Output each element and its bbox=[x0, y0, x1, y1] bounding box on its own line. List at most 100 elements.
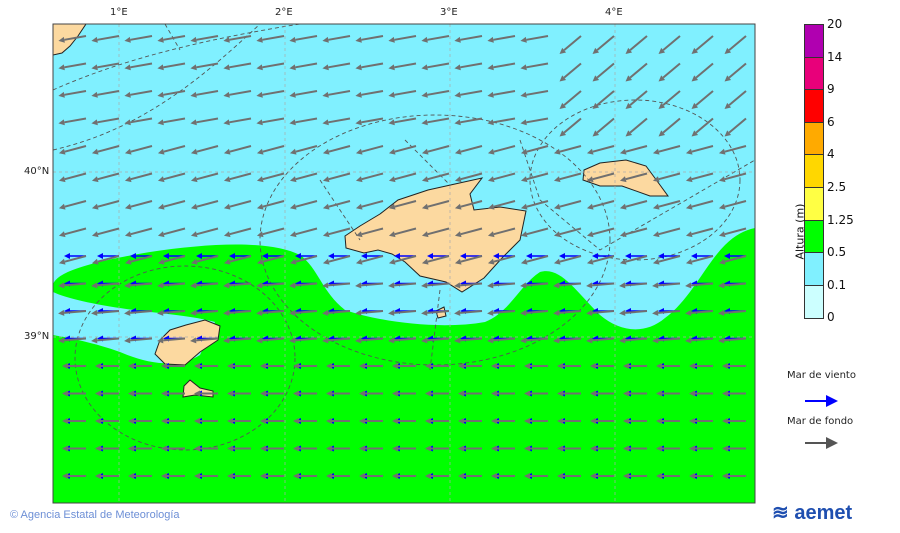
swell-arrow bbox=[691, 117, 714, 137]
swell-arrow bbox=[520, 90, 549, 98]
swell-arrow bbox=[260, 445, 284, 452]
lon-label: 3°E bbox=[440, 7, 458, 18]
swell-arrow bbox=[553, 255, 582, 265]
swell-arrow bbox=[557, 363, 581, 369]
swell-arrow bbox=[293, 390, 317, 397]
swell-arrow bbox=[553, 227, 582, 238]
map-frame bbox=[52, 23, 756, 504]
swell-arrow bbox=[190, 255, 219, 265]
swell-arrow bbox=[256, 90, 285, 98]
swell-arrow bbox=[289, 117, 318, 126]
swell-arrow bbox=[392, 418, 416, 424]
swell-arrow bbox=[586, 337, 615, 344]
swell-arrow bbox=[190, 337, 219, 344]
swell-arrow bbox=[487, 309, 516, 316]
swell-arrow bbox=[685, 172, 714, 183]
swell-arrow bbox=[557, 390, 581, 397]
swell-arrow bbox=[454, 255, 483, 265]
swell-arrow bbox=[388, 145, 417, 155]
swell-arrow bbox=[260, 363, 284, 369]
menorca-island bbox=[582, 159, 669, 197]
swell-arrow bbox=[289, 200, 318, 210]
swell-arrow bbox=[689, 363, 713, 369]
swell-arrow bbox=[685, 227, 714, 238]
swell-arrow bbox=[91, 145, 120, 155]
swell-arrow bbox=[724, 117, 747, 137]
swell-arrow bbox=[454, 309, 483, 316]
swell-arrow bbox=[326, 445, 350, 452]
swell-arrow bbox=[722, 418, 746, 424]
swell-arrow bbox=[656, 418, 680, 424]
swell-arrow bbox=[91, 117, 120, 126]
swell-arrow bbox=[128, 363, 152, 369]
swell-arrow bbox=[355, 227, 384, 238]
swell-arrow bbox=[62, 390, 86, 397]
swell-arrow bbox=[487, 255, 516, 265]
swell-arrow bbox=[161, 363, 185, 369]
swell-arrow bbox=[454, 282, 483, 289]
mallorca-island bbox=[344, 177, 527, 293]
color-scale-step bbox=[805, 285, 823, 319]
swell-arrow bbox=[592, 90, 615, 109]
swell-arrow bbox=[586, 145, 615, 155]
swell-arrow bbox=[520, 200, 549, 210]
swell-arrow bbox=[190, 35, 219, 43]
swell-arrow bbox=[656, 473, 680, 479]
swell-arrow bbox=[58, 337, 87, 344]
swell-arrow bbox=[421, 255, 450, 265]
swell-arrow bbox=[718, 227, 747, 238]
swell-arrow bbox=[425, 418, 449, 424]
swell-arrow bbox=[524, 445, 548, 452]
swell-arrow bbox=[58, 145, 87, 155]
graticule bbox=[53, 24, 755, 503]
swell-arrow bbox=[524, 363, 548, 369]
swell-arrow bbox=[58, 62, 87, 71]
ibiza-island bbox=[154, 319, 221, 366]
swell-arrow bbox=[355, 255, 384, 265]
swell-arrow bbox=[392, 445, 416, 452]
swell-arrow bbox=[392, 473, 416, 479]
swell-arrow bbox=[458, 390, 482, 397]
swell-arrow bbox=[91, 172, 120, 183]
swell-arrow bbox=[161, 473, 185, 479]
swell-arrow bbox=[223, 35, 252, 43]
swell-arrow bbox=[62, 418, 86, 424]
swell-arrow bbox=[157, 90, 186, 98]
swell-arrow bbox=[718, 309, 747, 316]
swell-arrow bbox=[652, 337, 681, 344]
swell-arrow bbox=[322, 282, 351, 289]
swell-arrow bbox=[124, 337, 153, 344]
swell-arrow bbox=[590, 363, 614, 369]
swell-arrow bbox=[223, 227, 252, 238]
swell-arrow bbox=[625, 35, 648, 54]
swell-arrow bbox=[491, 363, 515, 369]
swell-arrow bbox=[190, 90, 219, 98]
swell-arrow bbox=[685, 255, 714, 265]
swell-arrow bbox=[91, 309, 120, 316]
swell-arrow bbox=[524, 418, 548, 424]
swell-arrow bbox=[553, 337, 582, 344]
swell-arrow bbox=[718, 145, 747, 155]
swell-arrow bbox=[161, 445, 185, 452]
swell-arrow bbox=[559, 90, 582, 109]
swell-arrow bbox=[590, 445, 614, 452]
swell-arrow bbox=[58, 200, 87, 210]
swell-arrow bbox=[289, 309, 318, 316]
swell-arrow bbox=[190, 117, 219, 126]
swell-arrow bbox=[619, 255, 648, 265]
legend-tick: 6 bbox=[827, 114, 835, 129]
swell-arrow bbox=[487, 90, 516, 98]
swell-arrow bbox=[223, 309, 252, 316]
swell-arrow bbox=[223, 255, 252, 265]
swell-arrow bbox=[388, 282, 417, 289]
swell-arrow bbox=[62, 473, 86, 479]
swell-arrow bbox=[520, 309, 549, 316]
swell-arrow bbox=[223, 282, 252, 289]
swell-arrow bbox=[559, 117, 582, 137]
swell-arrow bbox=[223, 90, 252, 98]
swell-arrow bbox=[91, 200, 120, 210]
swell-arrow bbox=[355, 117, 384, 126]
swell-arrow bbox=[722, 445, 746, 452]
swell-arrow bbox=[425, 445, 449, 452]
lon-label: 4°E bbox=[605, 7, 623, 18]
